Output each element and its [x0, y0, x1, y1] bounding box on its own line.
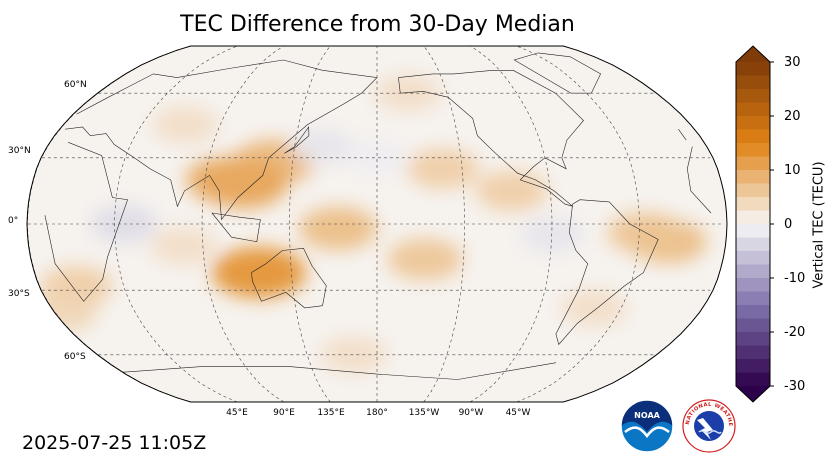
colorbar-band: [736, 116, 770, 130]
lat-label-eq: 0°: [8, 216, 19, 226]
meridian: [516, 46, 640, 402]
lon-label-45w: 45°W: [505, 408, 531, 418]
noaa-logo: NOAA: [620, 399, 674, 453]
lon-label-135e: 135°E: [317, 408, 345, 418]
colorbar-band: [736, 237, 770, 252]
colorbar-band: [736, 102, 770, 117]
colorbar-band: [736, 224, 770, 238]
colorbar-band: [736, 332, 770, 346]
colorbar-band: [736, 318, 770, 333]
lon-label-135w: 135°W: [408, 408, 440, 418]
map-boundary: [26, 45, 728, 403]
meridian: [201, 46, 285, 402]
colorbar-band: [736, 359, 770, 373]
anomaly-blob: [347, 141, 407, 175]
colorbar-band: [736, 264, 770, 279]
coastlines: [44, 52, 712, 380]
page-title: TEC Difference from 30-Day Median: [180, 12, 575, 37]
lat-label-30n: 30°N: [8, 146, 31, 156]
colorbar-band: [736, 156, 770, 171]
colorbar-band: [736, 210, 770, 225]
colorbar-tick-0: 0: [784, 217, 793, 232]
timestamp: 2025-07-25 11:05Z: [22, 432, 207, 454]
anomaly-blob: [407, 148, 480, 189]
lon-label-180: 180°: [366, 408, 388, 418]
colorbar-extend-max: [736, 46, 770, 62]
lat-label-60n: 60°N: [64, 80, 87, 90]
meridian: [114, 46, 238, 402]
colorbar-tick-10: 10: [784, 163, 801, 178]
lon-label-90w: 90°W: [458, 408, 484, 418]
lat-label-30s: 30°S: [8, 289, 30, 299]
colorbar-band: [736, 75, 770, 90]
anomaly-blob: [152, 106, 219, 144]
anomaly-blob: [290, 129, 354, 165]
colorbar-band: [736, 372, 770, 387]
coastline: [251, 247, 327, 309]
meridian: [289, 46, 331, 402]
colorbar-tick-minus30: -30: [784, 379, 806, 394]
anomaly-blob: [561, 289, 627, 327]
coastline: [284, 126, 310, 154]
anomaly-blob: [298, 206, 378, 250]
anomaly-blob: [607, 212, 683, 254]
colorbar-band: [736, 278, 770, 292]
anomaly-blob: [387, 238, 463, 281]
colorbar-band: [736, 197, 770, 211]
anomaly-blob: [475, 170, 548, 211]
graticule: [27, 46, 725, 402]
colorbar-label: Vertical TEC (TECU): [811, 161, 827, 289]
coastline: [555, 199, 659, 346]
colorbar-tick-30: 30: [784, 55, 801, 70]
lon-label-45e: 45°E: [226, 408, 248, 418]
noaa-logo-text: NOAA: [634, 411, 660, 420]
coastline: [398, 70, 584, 207]
coastline: [122, 362, 557, 380]
anomaly-blob: [211, 247, 307, 299]
colorbar-band: [736, 345, 770, 360]
anomaly-blob: [150, 227, 217, 265]
anomaly-blob: [375, 74, 441, 112]
colorbar-band: [736, 305, 770, 319]
colorbar-band: [736, 129, 770, 144]
meridian: [469, 46, 553, 402]
colorbar-extend-min: [736, 386, 770, 402]
anomaly-blob: [29, 293, 98, 332]
colorbar-tick-minus10: -10: [784, 271, 806, 286]
colorbar-band: [736, 62, 770, 76]
colorbar-band: [736, 89, 770, 103]
colorbar-band: [736, 251, 770, 265]
lat-label-60s: 60°S: [64, 352, 86, 362]
colorbar-tick-20: 20: [784, 109, 801, 124]
colorbar-band: [736, 291, 770, 306]
meridian: [423, 46, 465, 402]
colorbar-band: [736, 170, 770, 184]
coastline: [44, 142, 712, 302]
colorbar-band: [736, 143, 770, 157]
coastline: [211, 212, 261, 243]
nws-logo: NATIONAL WEATHER SERVICE: [681, 398, 736, 453]
colorbar-band: [736, 183, 770, 198]
colorbar-tick-minus20: -20: [784, 325, 806, 340]
anomaly-blob: [320, 336, 387, 374]
lon-label-90e: 90°E: [273, 408, 295, 418]
coastline: [65, 59, 687, 221]
colorbar: [735, 45, 774, 403]
